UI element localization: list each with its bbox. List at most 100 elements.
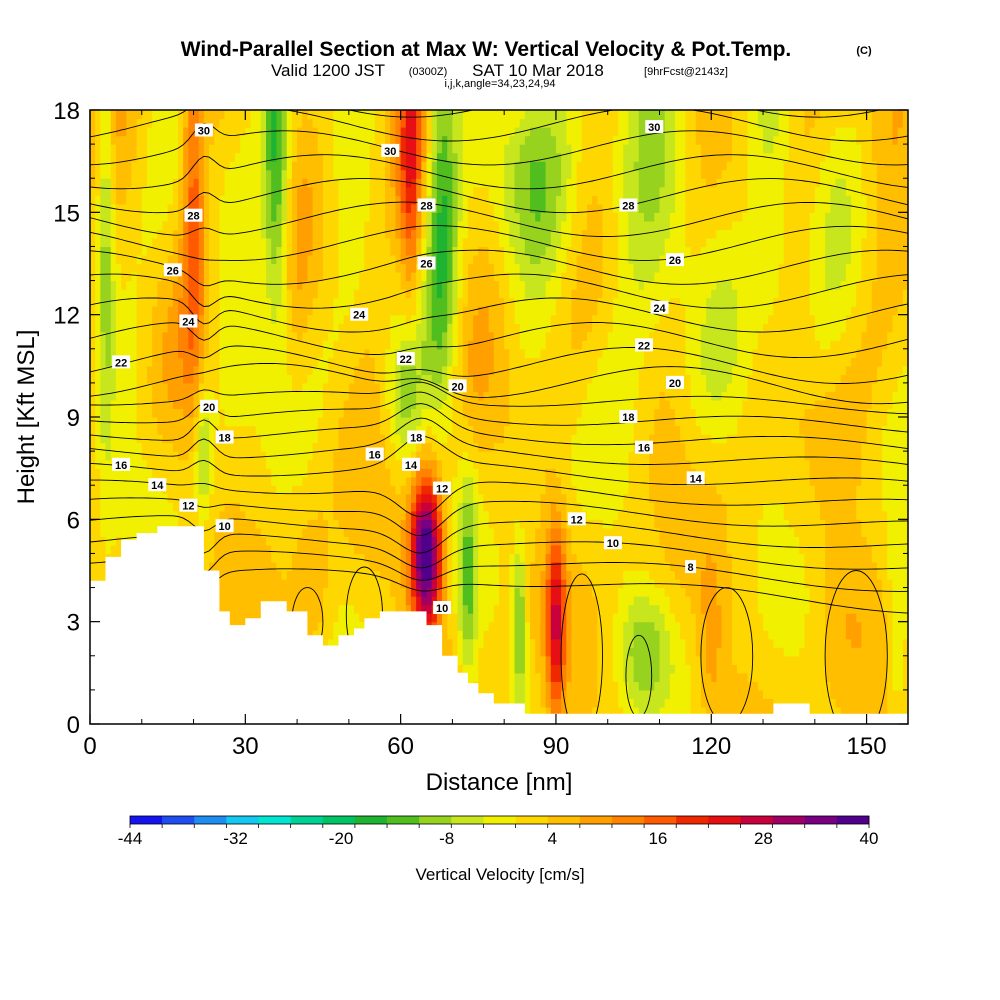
w-cell [245,399,252,410]
w-cell [240,408,246,418]
w-cell [203,263,210,273]
w-cell [152,220,158,230]
w-cell [400,434,407,444]
w-cell [410,536,417,546]
w-cell [234,135,241,145]
w-cell [281,306,288,316]
w-cell [385,203,391,213]
w-cell [105,306,112,316]
w-cell [245,579,252,589]
w-cell [395,254,402,265]
w-cell [286,144,293,154]
w-cell [141,297,148,307]
w-cell [209,485,215,495]
w-cell [245,365,252,375]
w-cell [121,152,127,162]
w-cell [245,604,252,614]
w-cell [317,502,324,512]
w-cell [354,280,360,290]
w-cell [395,510,402,520]
w-cell [374,553,381,563]
w-cell [245,272,252,282]
w-cell [90,118,96,128]
w-cell [188,357,195,367]
w-cell [364,434,371,444]
w-cell [364,527,371,537]
w-cell [136,451,143,461]
w-cell [183,382,189,393]
w-cell [328,340,334,350]
w-cell [240,519,246,529]
w-cell [183,348,189,358]
w-cell [302,604,309,614]
w-cell [188,434,195,444]
w-cell [136,135,143,145]
w-cell [297,510,303,520]
w-cell [141,519,148,529]
w-cell [442,152,448,162]
w-cell [364,280,371,290]
w-cell [410,442,417,452]
w-cell [90,561,96,572]
w-cell [405,144,412,154]
w-cell [250,536,257,546]
w-cell [178,391,184,401]
w-cell [442,579,448,589]
w-cell [426,579,433,589]
w-cell [307,272,314,282]
w-cell [178,468,184,478]
w-cell [322,399,329,410]
w-cell [395,127,402,137]
w-cell [157,152,164,162]
w-cell [266,502,272,512]
w-cell [410,604,417,614]
w-cell [390,442,397,452]
w-cell [442,527,448,537]
w-cell [421,280,428,290]
w-cell [307,169,314,179]
w-cell [359,527,365,537]
w-cell [369,229,376,239]
w-cell [302,152,309,162]
w-cell [286,203,293,213]
w-cell [312,476,319,486]
w-cell [240,127,246,137]
w-cell [146,135,153,145]
w-cell [343,596,350,606]
w-cell [224,459,231,469]
w-cell [105,391,112,401]
w-cell [90,144,96,154]
w-cell [297,374,303,384]
w-cell [322,485,329,495]
w-cell [426,391,433,401]
w-cell [110,408,117,418]
w-cell [234,152,241,162]
w-cell [431,127,438,137]
w-cell [115,152,122,162]
w-cell [141,229,148,239]
w-cell [183,220,189,230]
w-cell [333,289,340,299]
w-cell [157,186,164,196]
w-cell [188,186,195,196]
w-cell [131,382,138,393]
w-cell [260,544,267,555]
w-cell [255,451,262,461]
w-cell [317,604,324,614]
w-cell [229,246,236,256]
w-cell [312,485,319,495]
w-cell [416,186,422,196]
w-cell [374,323,381,333]
w-cell [229,417,236,427]
w-cell [260,263,267,273]
w-cell [442,272,448,282]
w-cell [266,220,272,230]
w-cell [359,220,365,230]
w-cell [312,451,319,461]
w-cell [188,152,195,162]
w-cell [281,272,288,282]
w-cell [152,382,158,393]
w-cell [426,323,433,333]
w-cell [297,544,303,555]
w-cell [369,348,376,358]
